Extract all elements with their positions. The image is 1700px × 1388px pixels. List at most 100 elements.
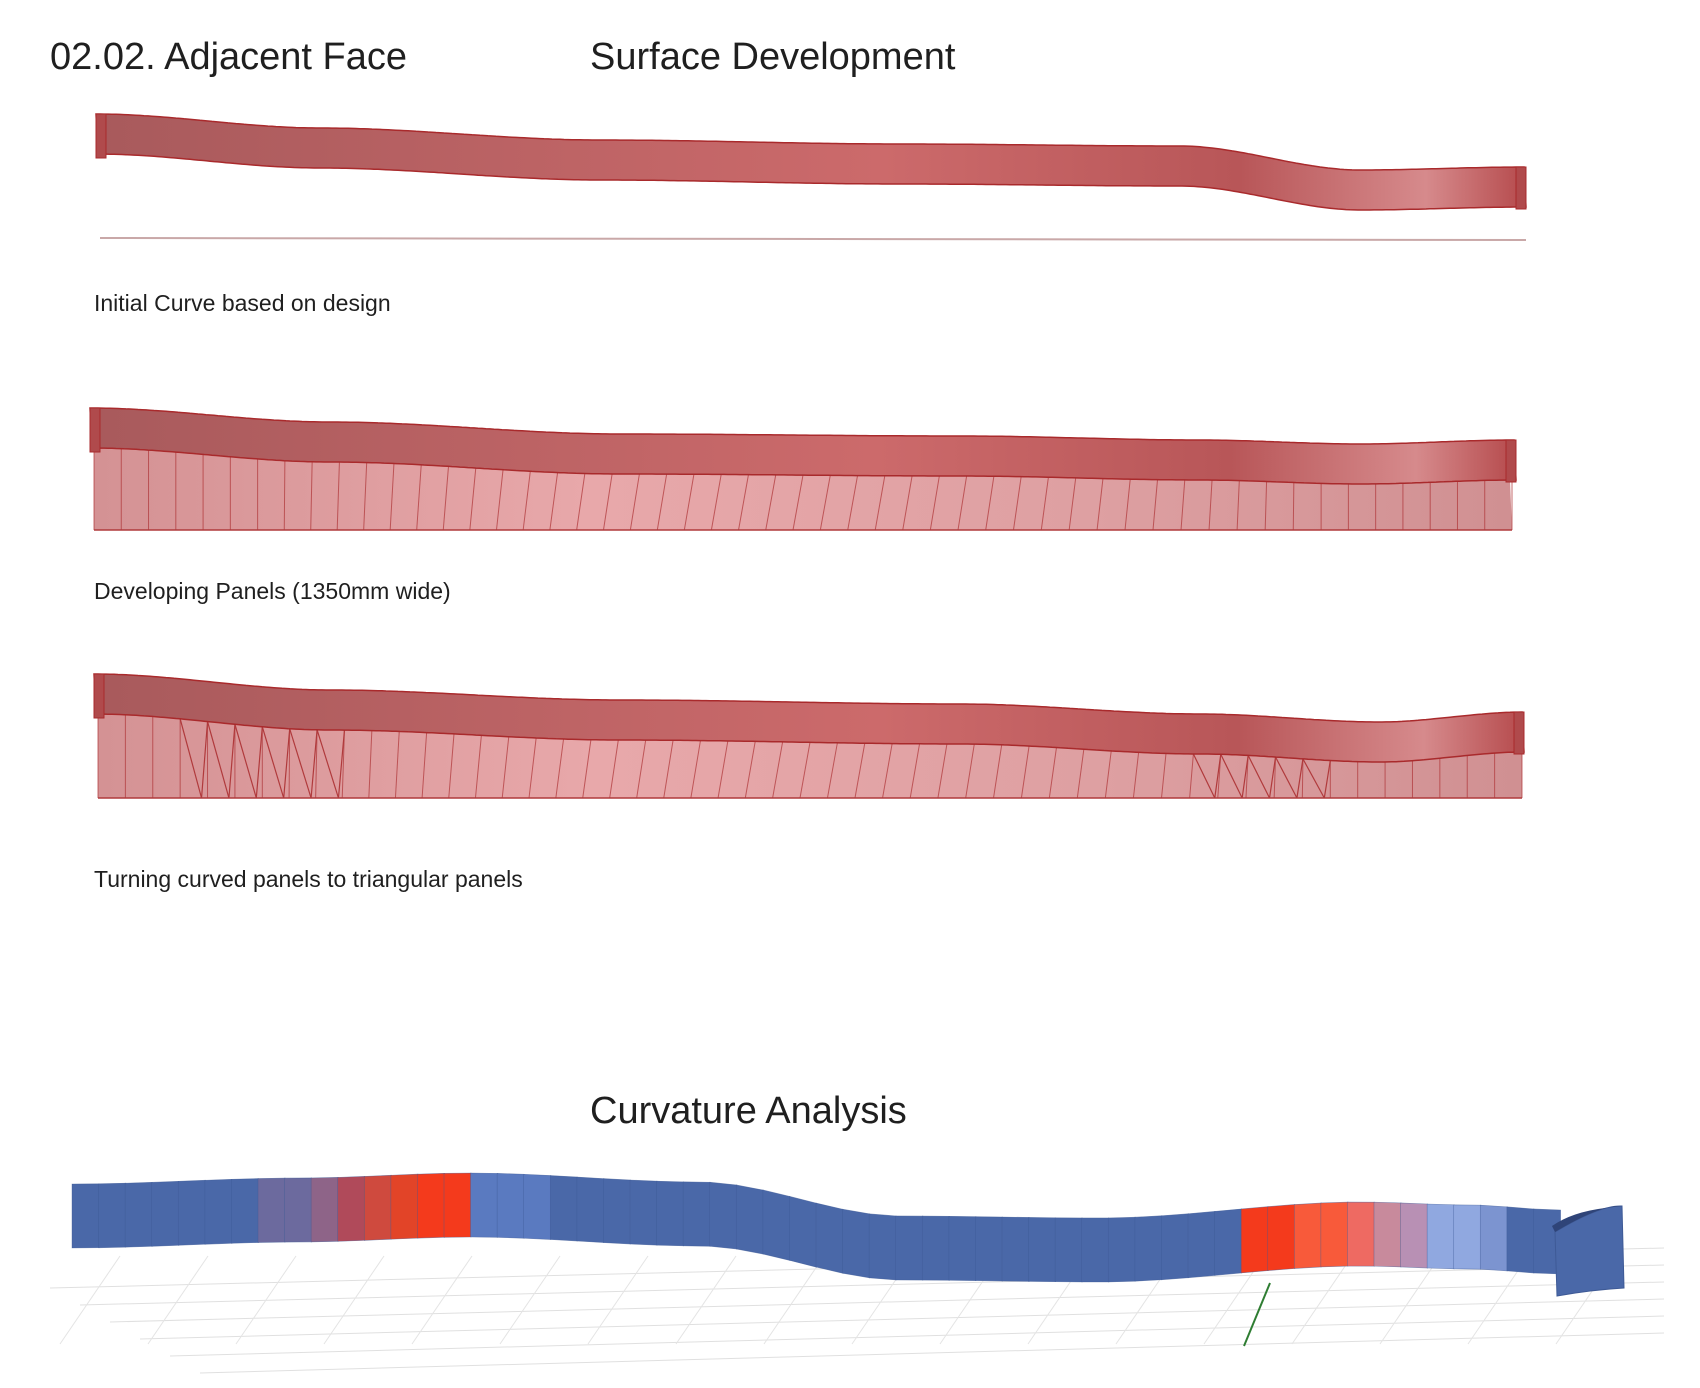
developing-panel-seam: [1012, 476, 1022, 531]
triangular-panel-triangle-diagonal: [337, 730, 346, 799]
triangular-panel-seam: [1048, 747, 1057, 799]
developing-panel-seam: [792, 475, 804, 531]
developing-panel-seam: [1068, 477, 1077, 531]
triangular-panel-seam: [582, 739, 592, 799]
triangular-panel-seam: [474, 735, 482, 799]
curvature-segment: [629, 1179, 658, 1246]
curvature-segment: [1267, 1204, 1296, 1271]
developing-panel-seam: [1292, 482, 1295, 531]
curvature-segment: [523, 1173, 552, 1240]
curvature-segment: [1400, 1202, 1429, 1269]
grid-line: [675, 1255, 737, 1345]
developing-panel-seam: [522, 471, 531, 531]
triangular-panel-seam: [1189, 753, 1194, 799]
triangular-panel-seam: [315, 729, 318, 799]
curvature-segment: [709, 1181, 738, 1250]
triangular-panel-triangle-diagonal: [1296, 758, 1304, 799]
curvature-segment: [921, 1215, 950, 1281]
triangular-panel-seam: [909, 743, 921, 799]
curvature-segment: [1001, 1216, 1030, 1282]
initial-curve-left-cap: [95, 113, 107, 159]
developing-right-cap: [1505, 439, 1517, 483]
developing-panel-seam: [1040, 477, 1049, 531]
triangular-panel-triangle-diagonal: [1241, 755, 1249, 799]
developing-panel-seam: [847, 475, 859, 531]
curvature-segment: [1479, 1204, 1508, 1272]
axis-line: [1243, 1282, 1271, 1347]
curvature-segment: [1506, 1206, 1535, 1274]
curvature-segment: [231, 1178, 259, 1244]
developing-panel-seam: [1180, 479, 1186, 531]
developing-panel-seam: [902, 475, 913, 531]
developing-panel-seam: [336, 462, 340, 531]
curvature-segment: [1426, 1203, 1455, 1270]
triangular-panel-seam: [368, 730, 373, 799]
developing-panel-seam: [283, 460, 286, 531]
triangular-panels-ribbon: [93, 673, 1525, 763]
curvature-segment: [310, 1177, 339, 1243]
triangular-panel-seam: [528, 737, 537, 799]
curvature-segment: [576, 1176, 605, 1243]
grid-line: [199, 1332, 1665, 1374]
grid-line: [235, 1255, 297, 1345]
developing-panel-seam: [957, 475, 968, 531]
curvature-segment: [1240, 1206, 1269, 1274]
developing-panel-seam: [1208, 480, 1213, 531]
grid-line: [1379, 1255, 1441, 1345]
triangular-panel-triangle-diagonal: [289, 728, 312, 799]
triangular-panel-seam: [937, 743, 948, 799]
triangular-panel-seam: [663, 740, 674, 799]
developing-panel-seam: [363, 462, 368, 531]
developing-panel-seam: [874, 475, 886, 531]
curvature-segment: [337, 1176, 366, 1242]
triangular-panel-triangle-diagonal: [255, 726, 263, 799]
triangular-panel-seam: [799, 742, 811, 799]
developing-panels-ribbon: [89, 407, 1517, 485]
triangular-panel-triangle-diagonal: [179, 718, 203, 799]
triangular-panel-seam: [965, 744, 975, 799]
caption-initial-curve: Initial Curve based on design: [94, 290, 391, 316]
triangular-panel-seam: [826, 742, 838, 799]
triangular-panel-seam: [1076, 749, 1085, 799]
triangular-panel-triangle-diagonal: [1275, 756, 1298, 799]
caption-developing-panels: Developing Panels (1350mm wide): [94, 578, 451, 604]
triangular-panel-triangle-diagonal: [234, 724, 257, 799]
developing-panel-seam: [710, 474, 722, 531]
curvature-segment: [443, 1172, 472, 1238]
curvature-end-top: [1552, 1205, 1622, 1232]
developing-panel-seam: [416, 464, 422, 531]
curvature-segment: [682, 1181, 711, 1247]
developing-panel-seam: [1236, 480, 1240, 531]
developing-left-cap: [89, 407, 101, 453]
triangular-panel-triangle-diagonal: [206, 721, 230, 799]
triangular-panel-seam: [1020, 745, 1030, 799]
curvature-segment: [257, 1177, 286, 1243]
grid-line: [323, 1255, 385, 1345]
developing-panel-seam: [629, 473, 640, 531]
curvature-analysis-ribbon: [71, 1172, 1625, 1297]
developing-panel-seam: [495, 469, 504, 531]
curvature-segment: [656, 1180, 685, 1247]
curvature-segment: [1081, 1217, 1110, 1283]
grid-line: [147, 1255, 209, 1345]
developing-panel-seam: [656, 474, 668, 531]
triangular-panel-triangle-diagonal: [1268, 756, 1277, 799]
triangular-panel-seam: [744, 741, 756, 799]
curvature-segment: [1373, 1201, 1402, 1268]
triangular-left-cap: [93, 673, 105, 719]
triangular-panel-seam: [1104, 750, 1112, 799]
triangular-panel-seam: [690, 740, 701, 799]
curvature-segment: [98, 1182, 127, 1249]
curvature-segment: [1453, 1204, 1482, 1270]
curvature-segment: [363, 1174, 392, 1241]
initial-curve-right-cap: [1515, 166, 1527, 210]
developing-panel-seam: [765, 474, 777, 531]
triangular-right-cap: [1513, 711, 1525, 755]
triangular-panel-seam: [993, 744, 1003, 799]
triangular-panel-triangle-diagonal: [1247, 755, 1271, 799]
triangular-panel-seam: [772, 741, 784, 799]
triangular-panel-triangle-diagonal: [310, 729, 318, 799]
grid-line: [139, 1298, 1665, 1340]
curvature-segment: [470, 1172, 499, 1238]
curvature-segment: [895, 1215, 924, 1281]
